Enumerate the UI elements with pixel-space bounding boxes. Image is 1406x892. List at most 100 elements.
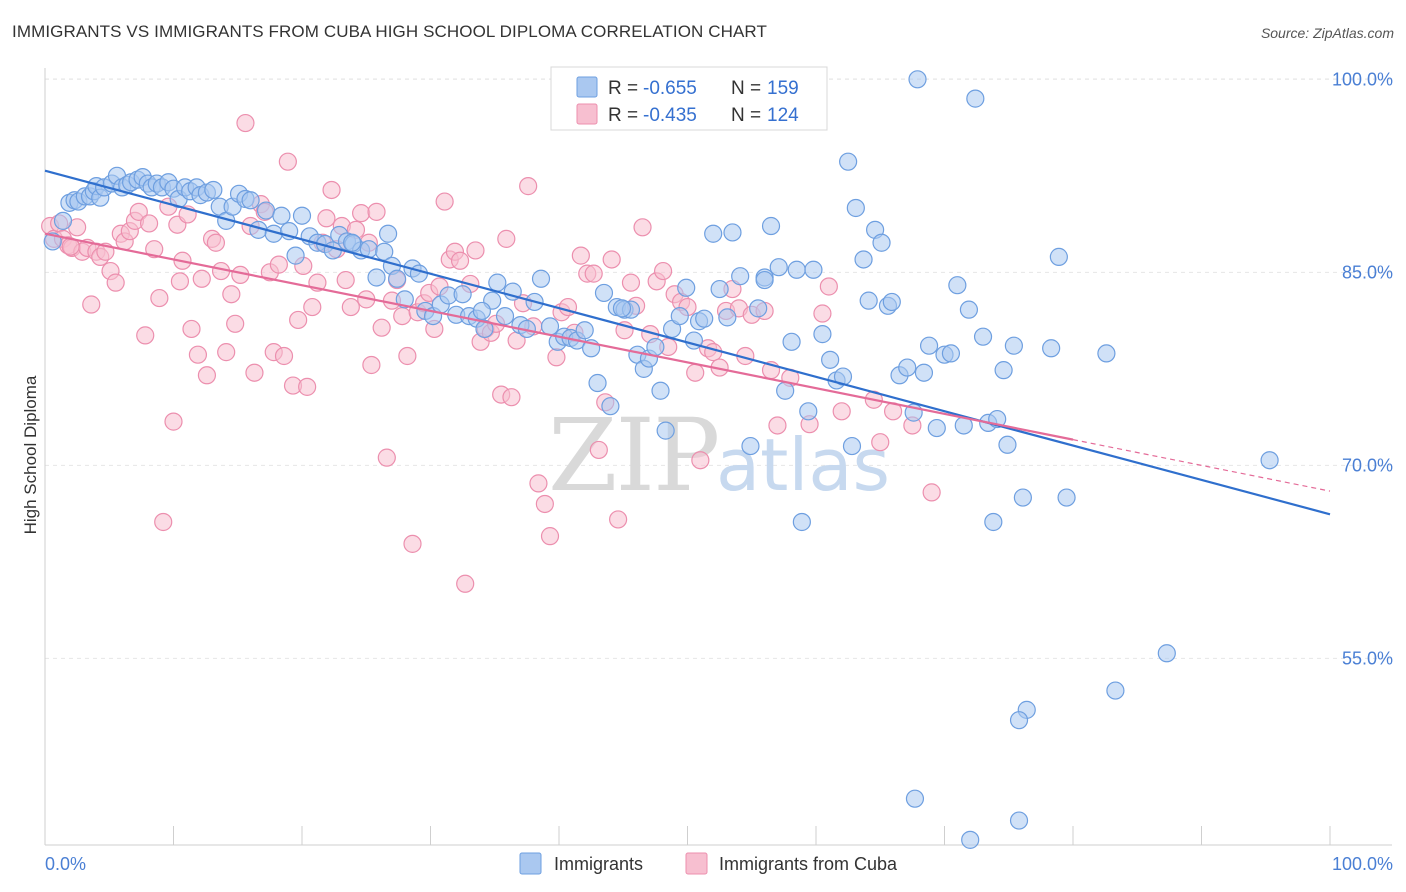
immigrant-point [475,319,494,339]
cuba-point [602,250,621,269]
legend-n-value: 159 [767,78,799,99]
immigrant-point [540,317,560,336]
immigrant-point [882,292,901,312]
immigrant-point [854,250,873,269]
immigrant-point [872,233,891,252]
cuba-point [136,326,155,345]
x-tick-label: 0.0% [45,854,86,874]
cuba-point [456,574,475,593]
cuba-point [322,180,341,200]
cuba-point [819,277,838,296]
cuba-point [519,177,538,196]
immigrant-point [472,301,491,321]
cuba-point [393,306,412,326]
immigrant-point [409,264,429,283]
cuba-point [303,297,322,317]
cuba-point [502,388,521,407]
immigrant-point [710,279,729,299]
immigrant-point [656,421,675,440]
watermark-zip: ZIP [548,397,718,514]
cuba-point [535,494,554,514]
immigrant-point [994,361,1013,380]
immigrant-point [804,260,823,279]
immigrant-point [718,308,737,327]
immigrant-point [241,191,260,210]
immigrant-point [651,381,670,400]
legend-r-value: -0.435 [643,105,697,126]
cuba-point [633,218,652,237]
cuba-point [222,285,241,304]
immigrant-point [731,267,750,286]
cuba-point [435,192,454,211]
cuba-point [584,264,603,283]
immigrant-point [792,512,811,532]
immigrant-point [53,211,73,230]
immigrant-point [859,291,878,310]
cuba-point [317,209,336,228]
immigrant-point [594,283,614,303]
immigrant-point [204,180,223,200]
immigrant-point [395,290,414,309]
immigrant-point [927,418,946,438]
cuba-point [653,261,673,281]
cuba-trendline-extension [1072,439,1331,492]
cuba-point [106,273,125,292]
immigrant-point [769,258,788,277]
immigrant-point [367,268,386,287]
cuba-point [129,202,148,221]
immigrant-point [998,435,1017,454]
legend-r-label: R = [608,105,638,126]
y-axis-title: High School Diploma [21,375,40,534]
immigrant-point [776,381,795,400]
immigrant-point [272,206,291,225]
cuba-point [372,318,391,337]
cuba-point [188,345,208,364]
cuba-point [170,272,190,291]
cuba-point [547,348,566,367]
immigrant-point [646,337,665,357]
cuba-point [922,483,941,502]
immigrant-point [1049,247,1068,266]
series-legend-swatch-immigrants [519,852,542,875]
immigrant-point [966,89,985,108]
chart-title: IMMIGRANTS VS IMMIGRANTS FROM CUBA HIGH … [12,22,767,41]
immigrant-point [741,436,760,456]
y-tick-label: 70.0% [1342,455,1393,475]
cuba-point [450,251,470,270]
axes [44,68,1392,846]
cuba-point [362,355,381,375]
cuba-point [336,270,355,290]
source-credit: Source: ZipAtlas.com [1260,25,1394,41]
immigrant-point [575,321,594,340]
legend-n-label: N = [731,105,761,126]
cuba-point [609,510,628,529]
cuba-point [398,346,417,366]
immigrant-points [43,70,1279,849]
cuba-point [206,233,226,252]
cuba-point [164,412,183,431]
cuba-point [226,314,245,333]
legend-swatch-cuba [576,103,598,125]
cuba-point [403,534,422,553]
x-tick-label: 100.0% [1332,854,1393,874]
y-tick-label: 100.0% [1332,69,1393,89]
immigrant-point [948,276,967,295]
cuba-point [236,113,255,133]
watermark: ZIP atlas [548,397,890,514]
y-tick-labels: 100.0% 85.0% 70.0% 55.0% [1332,69,1393,668]
immigrant-point [495,306,515,326]
cuba-point [274,346,294,366]
cuba-point [217,343,236,362]
immigrant-point [749,299,768,318]
cuba-point [571,246,590,265]
immigrant-point [378,224,398,243]
cuba-point [182,319,201,339]
immigrant-point [1260,451,1279,470]
immigrant-point [842,436,862,456]
immigrant-point [813,325,832,344]
cuba-point [352,204,371,223]
cuba-trendline [44,232,1074,441]
immigrants-trendline [44,169,1331,516]
series-legend-label-immigrants: Immigrants [554,854,643,874]
